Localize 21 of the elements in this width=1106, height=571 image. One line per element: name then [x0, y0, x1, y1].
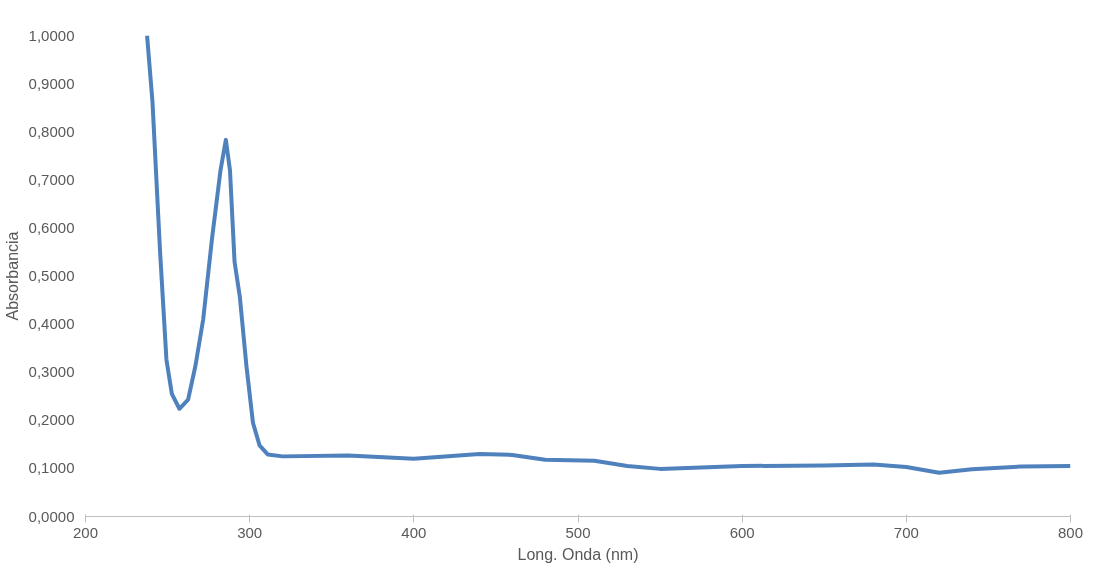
- y-tick-label: 0,3000: [28, 363, 75, 381]
- x-tick-label: 500: [565, 523, 591, 541]
- y-axis-title: Absorbancia: [3, 231, 21, 321]
- y-tick-label: 0,6000: [28, 218, 75, 236]
- x-tick-label: 300: [237, 523, 263, 541]
- x-tick-label: 200: [72, 523, 99, 541]
- x-tick-label: 600: [729, 523, 755, 541]
- y-tick-label: 0,7000: [28, 170, 75, 188]
- line-series: [145, 35, 1071, 475]
- y-tick-label: 0,9000: [28, 74, 75, 92]
- x-axis-title: Long. Onda (nm): [517, 545, 639, 563]
- y-tick-label: 0,5000: [28, 267, 75, 284]
- x-tick-label: 800: [1057, 523, 1084, 541]
- x-tick-label: 700: [893, 523, 919, 541]
- y-tick-label: 0,8000: [28, 122, 75, 140]
- x-tick-label: 400: [401, 523, 427, 541]
- y-tick-label: 0,1000: [28, 459, 75, 477]
- y-tick-label: 0,4000: [28, 315, 75, 333]
- y-tick-label: 1,0000: [28, 26, 75, 44]
- y-tick-label: 0,0000: [28, 507, 75, 525]
- y-tick-label: 0,2000: [28, 411, 75, 429]
